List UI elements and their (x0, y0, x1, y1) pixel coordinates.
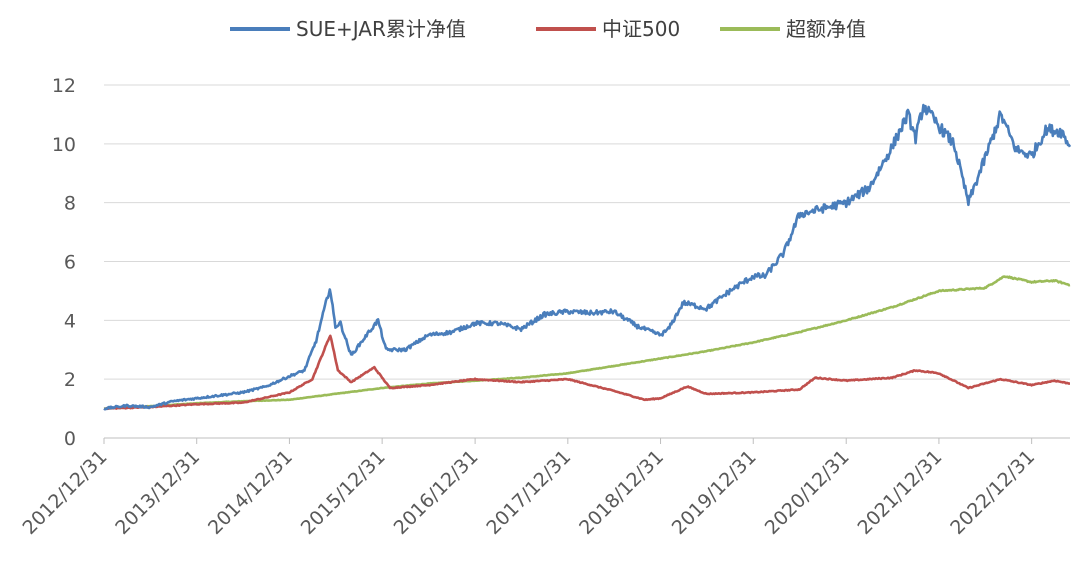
x-tick-label: 2019/12/31 (668, 446, 761, 539)
y-tick-label: 2 (64, 369, 76, 391)
series-line-2 (103, 275, 1071, 410)
x-tick-label: 2015/12/31 (297, 446, 390, 539)
gridlines (104, 84, 1070, 380)
x-tick-label: 2014/12/31 (204, 446, 297, 539)
x-tick-label: 2020/12/31 (761, 446, 854, 539)
x-axis: 2012/12/31 2013/12/31 2014/12/31 2015/12/31… (19, 437, 1070, 539)
legend-label: SUE+JAR累计净值 (296, 17, 466, 41)
y-tick-label: 10 (52, 134, 76, 156)
legend: SUE+JAR累计净值 中证500 超额净值 (230, 17, 866, 41)
y-tick-label: 8 (64, 193, 76, 215)
y-tick-label: 0 (64, 428, 76, 450)
x-tick-label: 2018/12/31 (575, 446, 668, 539)
x-tick-label: 2016/12/31 (390, 446, 483, 539)
x-tick-label: 2012/12/31 (19, 446, 112, 539)
series-line-1 (103, 334, 1071, 411)
y-tick-label: 12 (52, 75, 76, 97)
y-tick-label: 4 (64, 310, 76, 332)
x-tick-label: 2022/12/31 (946, 446, 1039, 539)
y-axis: 0 2 4 6 8 10 12 (52, 75, 76, 450)
x-tick-label: 2021/12/31 (853, 446, 946, 539)
series-line-0 (103, 103, 1072, 411)
legend-label: 超额净值 (786, 17, 866, 41)
x-tick-label: 2013/12/31 (111, 446, 204, 539)
y-tick-label: 6 (64, 252, 76, 274)
x-tick-label: 2017/12/31 (482, 446, 575, 539)
legend-label: 中证500 (602, 17, 680, 41)
series-lines (103, 103, 1072, 411)
